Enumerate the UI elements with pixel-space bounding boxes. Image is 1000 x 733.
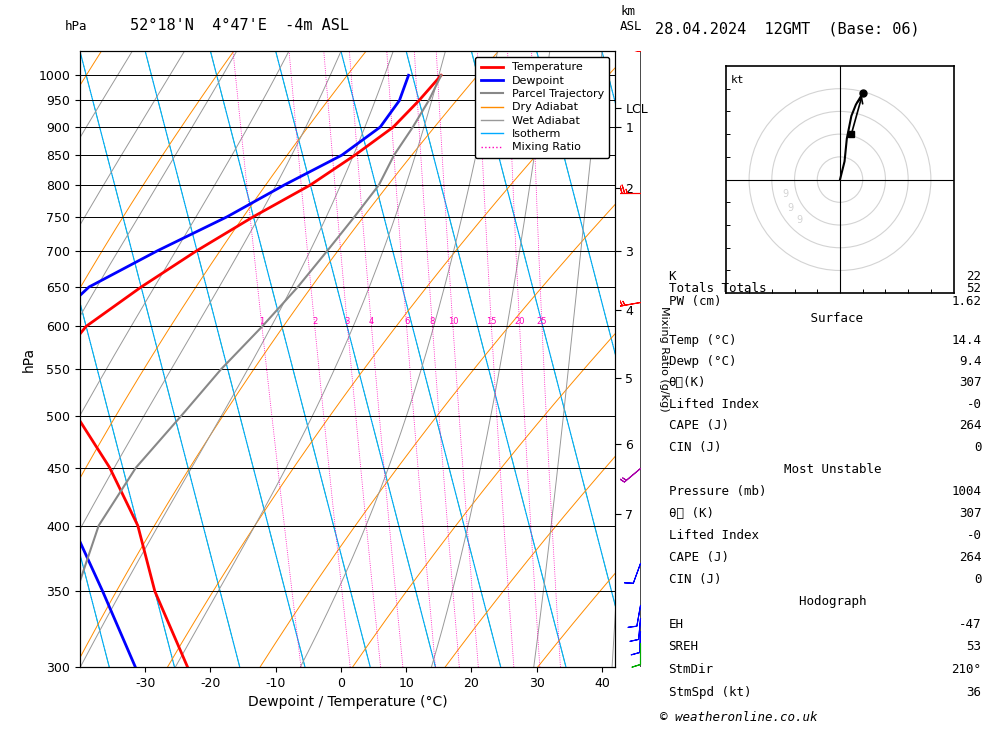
Text: Lifted Index: Lifted Index: [669, 398, 759, 411]
Text: Hodograph: Hodograph: [784, 595, 866, 608]
Text: 264: 264: [959, 419, 981, 432]
Text: 14.4: 14.4: [951, 334, 981, 347]
Text: 10: 10: [448, 317, 458, 326]
Legend: Temperature, Dewpoint, Parcel Trajectory, Dry Adiabat, Wet Adiabat, Isotherm, Mi: Temperature, Dewpoint, Parcel Trajectory…: [475, 57, 609, 158]
Text: 9.4: 9.4: [959, 355, 981, 368]
Text: Surface: Surface: [788, 312, 862, 325]
Text: StmSpd (kt): StmSpd (kt): [669, 686, 751, 699]
Text: 307: 307: [959, 377, 981, 389]
Text: 52: 52: [966, 282, 981, 295]
Text: PW (cm): PW (cm): [669, 295, 721, 308]
Text: 6: 6: [404, 317, 409, 326]
Text: 36: 36: [966, 686, 981, 699]
Text: 28.04.2024  12GMT  (Base: 06): 28.04.2024 12GMT (Base: 06): [655, 22, 920, 37]
Text: 3: 3: [345, 317, 350, 326]
Text: 9: 9: [782, 189, 788, 199]
Text: StmDir: StmDir: [669, 663, 714, 676]
Text: -0: -0: [966, 398, 981, 411]
Text: 307: 307: [959, 507, 981, 520]
Text: 15: 15: [486, 317, 497, 326]
Text: 0: 0: [974, 572, 981, 586]
Text: CIN (J): CIN (J): [669, 572, 721, 586]
Y-axis label: Mixing Ratio (g/kg): Mixing Ratio (g/kg): [659, 306, 669, 412]
Text: kt: kt: [731, 75, 744, 85]
Text: 264: 264: [959, 550, 981, 564]
Text: hPa: hPa: [65, 20, 88, 33]
Text: 9: 9: [797, 215, 803, 225]
Text: Temp (°C): Temp (°C): [669, 334, 736, 347]
Text: 20: 20: [514, 317, 525, 326]
Text: CAPE (J): CAPE (J): [669, 419, 729, 432]
Y-axis label: hPa: hPa: [22, 347, 36, 372]
Text: 210°: 210°: [951, 663, 981, 676]
Text: 1: 1: [259, 317, 265, 326]
Text: Lifted Index: Lifted Index: [669, 528, 759, 542]
Text: 2: 2: [312, 317, 317, 326]
Text: CIN (J): CIN (J): [669, 441, 721, 454]
Text: 0: 0: [974, 441, 981, 454]
Text: SREH: SREH: [669, 641, 699, 653]
Text: EH: EH: [669, 618, 684, 630]
Text: 8: 8: [430, 317, 435, 326]
Text: Most Unstable: Most Unstable: [769, 463, 881, 476]
Text: 1004: 1004: [951, 485, 981, 498]
Text: K: K: [669, 270, 676, 283]
Text: © weatheronline.co.uk: © weatheronline.co.uk: [660, 711, 818, 724]
Text: 25: 25: [537, 317, 547, 326]
Text: θᴇ (K): θᴇ (K): [669, 507, 714, 520]
Text: 53: 53: [966, 641, 981, 653]
Text: Totals Totals: Totals Totals: [669, 282, 766, 295]
Text: Dewp (°C): Dewp (°C): [669, 355, 736, 368]
Text: 9: 9: [788, 203, 794, 213]
Text: 4: 4: [369, 317, 374, 326]
Text: θᴇ(K): θᴇ(K): [669, 377, 706, 389]
Text: Pressure (mb): Pressure (mb): [669, 485, 766, 498]
Text: 52°18'N  4°47'E  -4m ASL: 52°18'N 4°47'E -4m ASL: [130, 18, 349, 33]
Text: -0: -0: [966, 528, 981, 542]
Text: km
ASL: km ASL: [620, 5, 642, 33]
X-axis label: Dewpoint / Temperature (°C): Dewpoint / Temperature (°C): [248, 696, 447, 710]
Text: -47: -47: [959, 618, 981, 630]
Text: 22: 22: [966, 270, 981, 283]
Text: CAPE (J): CAPE (J): [669, 550, 729, 564]
Text: 1.62: 1.62: [951, 295, 981, 308]
